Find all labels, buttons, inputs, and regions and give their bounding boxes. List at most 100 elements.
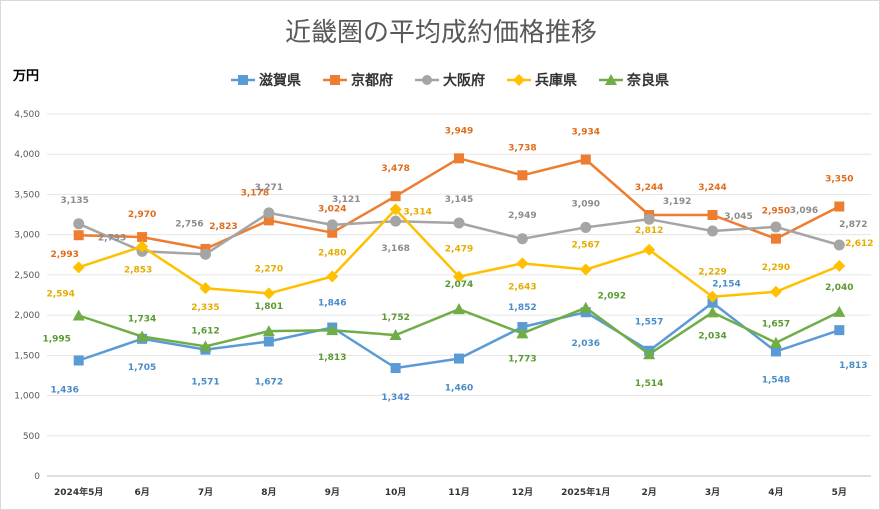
data-label: 2,756 <box>175 219 203 229</box>
data-point <box>262 325 275 337</box>
data-label: 1,436 <box>50 385 78 395</box>
data-label: 2,949 <box>508 211 536 221</box>
data-label: 2,480 <box>318 248 346 258</box>
x-tick-label: 9月 <box>325 487 340 498</box>
data-label: 1,846 <box>318 298 346 308</box>
data-point <box>263 207 275 219</box>
data-label: 2,793 <box>98 233 126 243</box>
y-axis-unit: 万円 <box>12 69 39 84</box>
data-label: 3,244 <box>698 183 726 193</box>
y-tick-label: 1,500 <box>14 351 40 361</box>
y-tick-label: 500 <box>23 432 40 442</box>
data-point <box>136 330 149 342</box>
data-label: 2,074 <box>445 280 473 290</box>
data-point <box>770 221 782 233</box>
legend-item: 奈良県 <box>599 72 669 89</box>
legend-item: 滋賀県 <box>231 72 301 89</box>
data-label: 3,178 <box>241 188 269 198</box>
data-point <box>706 290 719 303</box>
legend-marker <box>330 75 340 85</box>
data-point <box>516 327 529 339</box>
data-point <box>73 230 84 241</box>
data-point <box>263 215 274 226</box>
data-label: 1,705 <box>128 363 156 373</box>
data-point <box>326 324 339 336</box>
data-point <box>262 287 275 300</box>
x-tick-label: 10月 <box>385 487 407 498</box>
data-point <box>389 329 402 341</box>
data-label: 3,738 <box>508 143 536 153</box>
data-label: 2,823 <box>209 222 237 232</box>
legend-marker <box>513 74 525 86</box>
data-point <box>833 259 846 272</box>
data-point <box>137 232 148 243</box>
data-point <box>73 218 85 230</box>
data-point <box>707 210 718 221</box>
data-point <box>73 355 84 366</box>
legend-item: 大阪府 <box>415 72 485 89</box>
series-lines <box>72 153 846 374</box>
x-tick-label: 6月 <box>134 487 149 498</box>
chart-title: 近畿圏の平均成約価格推移 <box>285 18 597 48</box>
legend-label: 兵庫県 <box>535 72 577 89</box>
data-label: 1,571 <box>191 378 219 388</box>
data-label: 1,801 <box>255 302 283 312</box>
data-label: 3,934 <box>572 128 600 138</box>
data-label: 2,229 <box>698 268 726 278</box>
data-label: 1,752 <box>381 313 409 323</box>
y-tick-label: 3,500 <box>14 190 40 200</box>
data-point <box>453 270 465 283</box>
data-label: 2,335 <box>191 303 219 313</box>
x-tick-label: 2月 <box>642 487 657 498</box>
data-point <box>263 336 274 347</box>
data-point <box>326 270 339 283</box>
data-label: 2,270 <box>255 264 283 274</box>
legend-marker <box>422 75 432 85</box>
data-label: 3,271 <box>255 183 283 193</box>
data-point <box>454 353 464 364</box>
y-tick-label: 4,500 <box>14 110 40 120</box>
data-point <box>72 261 85 274</box>
data-label: 1,514 <box>635 379 663 389</box>
data-label: 1,548 <box>762 375 790 385</box>
data-point <box>707 225 719 237</box>
data-label: 3,135 <box>60 196 88 206</box>
data-label: 3,350 <box>825 175 853 185</box>
data-point <box>769 336 782 348</box>
data-point <box>389 203 402 216</box>
data-label: 2,950 <box>762 207 790 217</box>
data-label: 2,872 <box>839 220 867 230</box>
data-label: 1,813 <box>318 353 346 363</box>
legend: 滋賀県 京都府 大阪府 兵庫県 奈良県 <box>231 72 669 89</box>
y-tick-label: 4,000 <box>14 150 40 160</box>
data-point <box>833 305 846 317</box>
y-tick-label: 1,000 <box>14 392 40 402</box>
data-point <box>136 240 149 253</box>
data-point <box>580 221 592 233</box>
data-point <box>517 322 528 333</box>
x-tick-label: 12月 <box>512 487 534 498</box>
data-point <box>390 215 402 227</box>
data-label: 2,594 <box>46 289 74 299</box>
data-label: 3,024 <box>318 205 346 215</box>
data-point <box>579 301 592 313</box>
data-label: 3,096 <box>790 206 818 216</box>
data-point <box>199 282 212 295</box>
y-tick-label: 0 <box>34 472 40 482</box>
y-tick-label: 2,500 <box>14 271 40 281</box>
data-label: 1,734 <box>128 315 156 325</box>
legend-item: 兵庫県 <box>507 72 577 89</box>
data-label: 3,192 <box>663 197 691 207</box>
data-label: 3,145 <box>445 195 473 205</box>
data-label: 3,090 <box>572 199 600 209</box>
data-label: 2,154 <box>712 280 740 290</box>
data-point <box>453 303 465 315</box>
data-label: 2,479 <box>445 245 473 255</box>
x-tick-label: 7月 <box>198 487 213 498</box>
data-point <box>707 297 718 308</box>
x-tick-label: 2024年5月 <box>54 486 103 498</box>
data-label: 1,460 <box>445 384 473 394</box>
data-label: 2,812 <box>635 226 663 236</box>
data-point <box>326 219 338 231</box>
